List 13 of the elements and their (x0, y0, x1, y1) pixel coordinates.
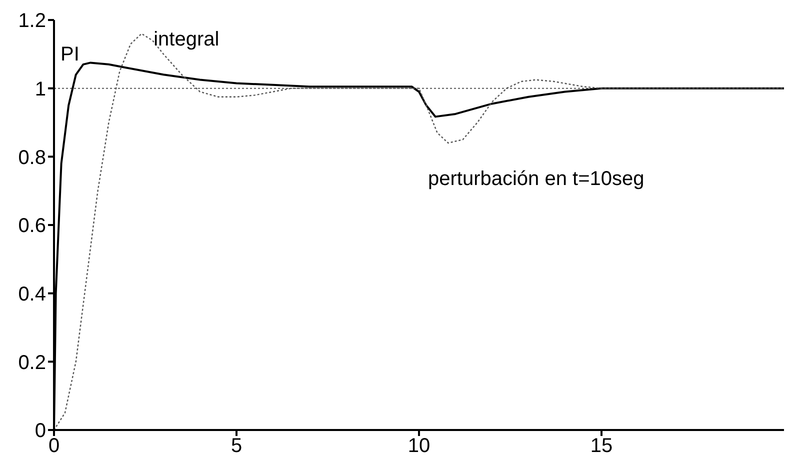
y-tick-label: 1 (34, 78, 46, 100)
y-tick-label: 0 (34, 420, 46, 442)
x-tick-label: 15 (590, 435, 613, 458)
series-label: PI (60, 44, 80, 66)
annotation: perturbación en t=10seg (428, 168, 644, 191)
y-tick-label: 0.2 (18, 352, 46, 374)
series-label: integral (154, 28, 220, 51)
y-tick-label: 0.6 (18, 215, 46, 238)
x-tick-label: 5 (230, 435, 242, 458)
y-tick-label: 1.2 (18, 10, 46, 32)
y-tick-label: 0.4 (18, 283, 46, 306)
x-tick-label: 10 (408, 435, 430, 458)
y-tick-label: 0.8 (18, 146, 46, 169)
